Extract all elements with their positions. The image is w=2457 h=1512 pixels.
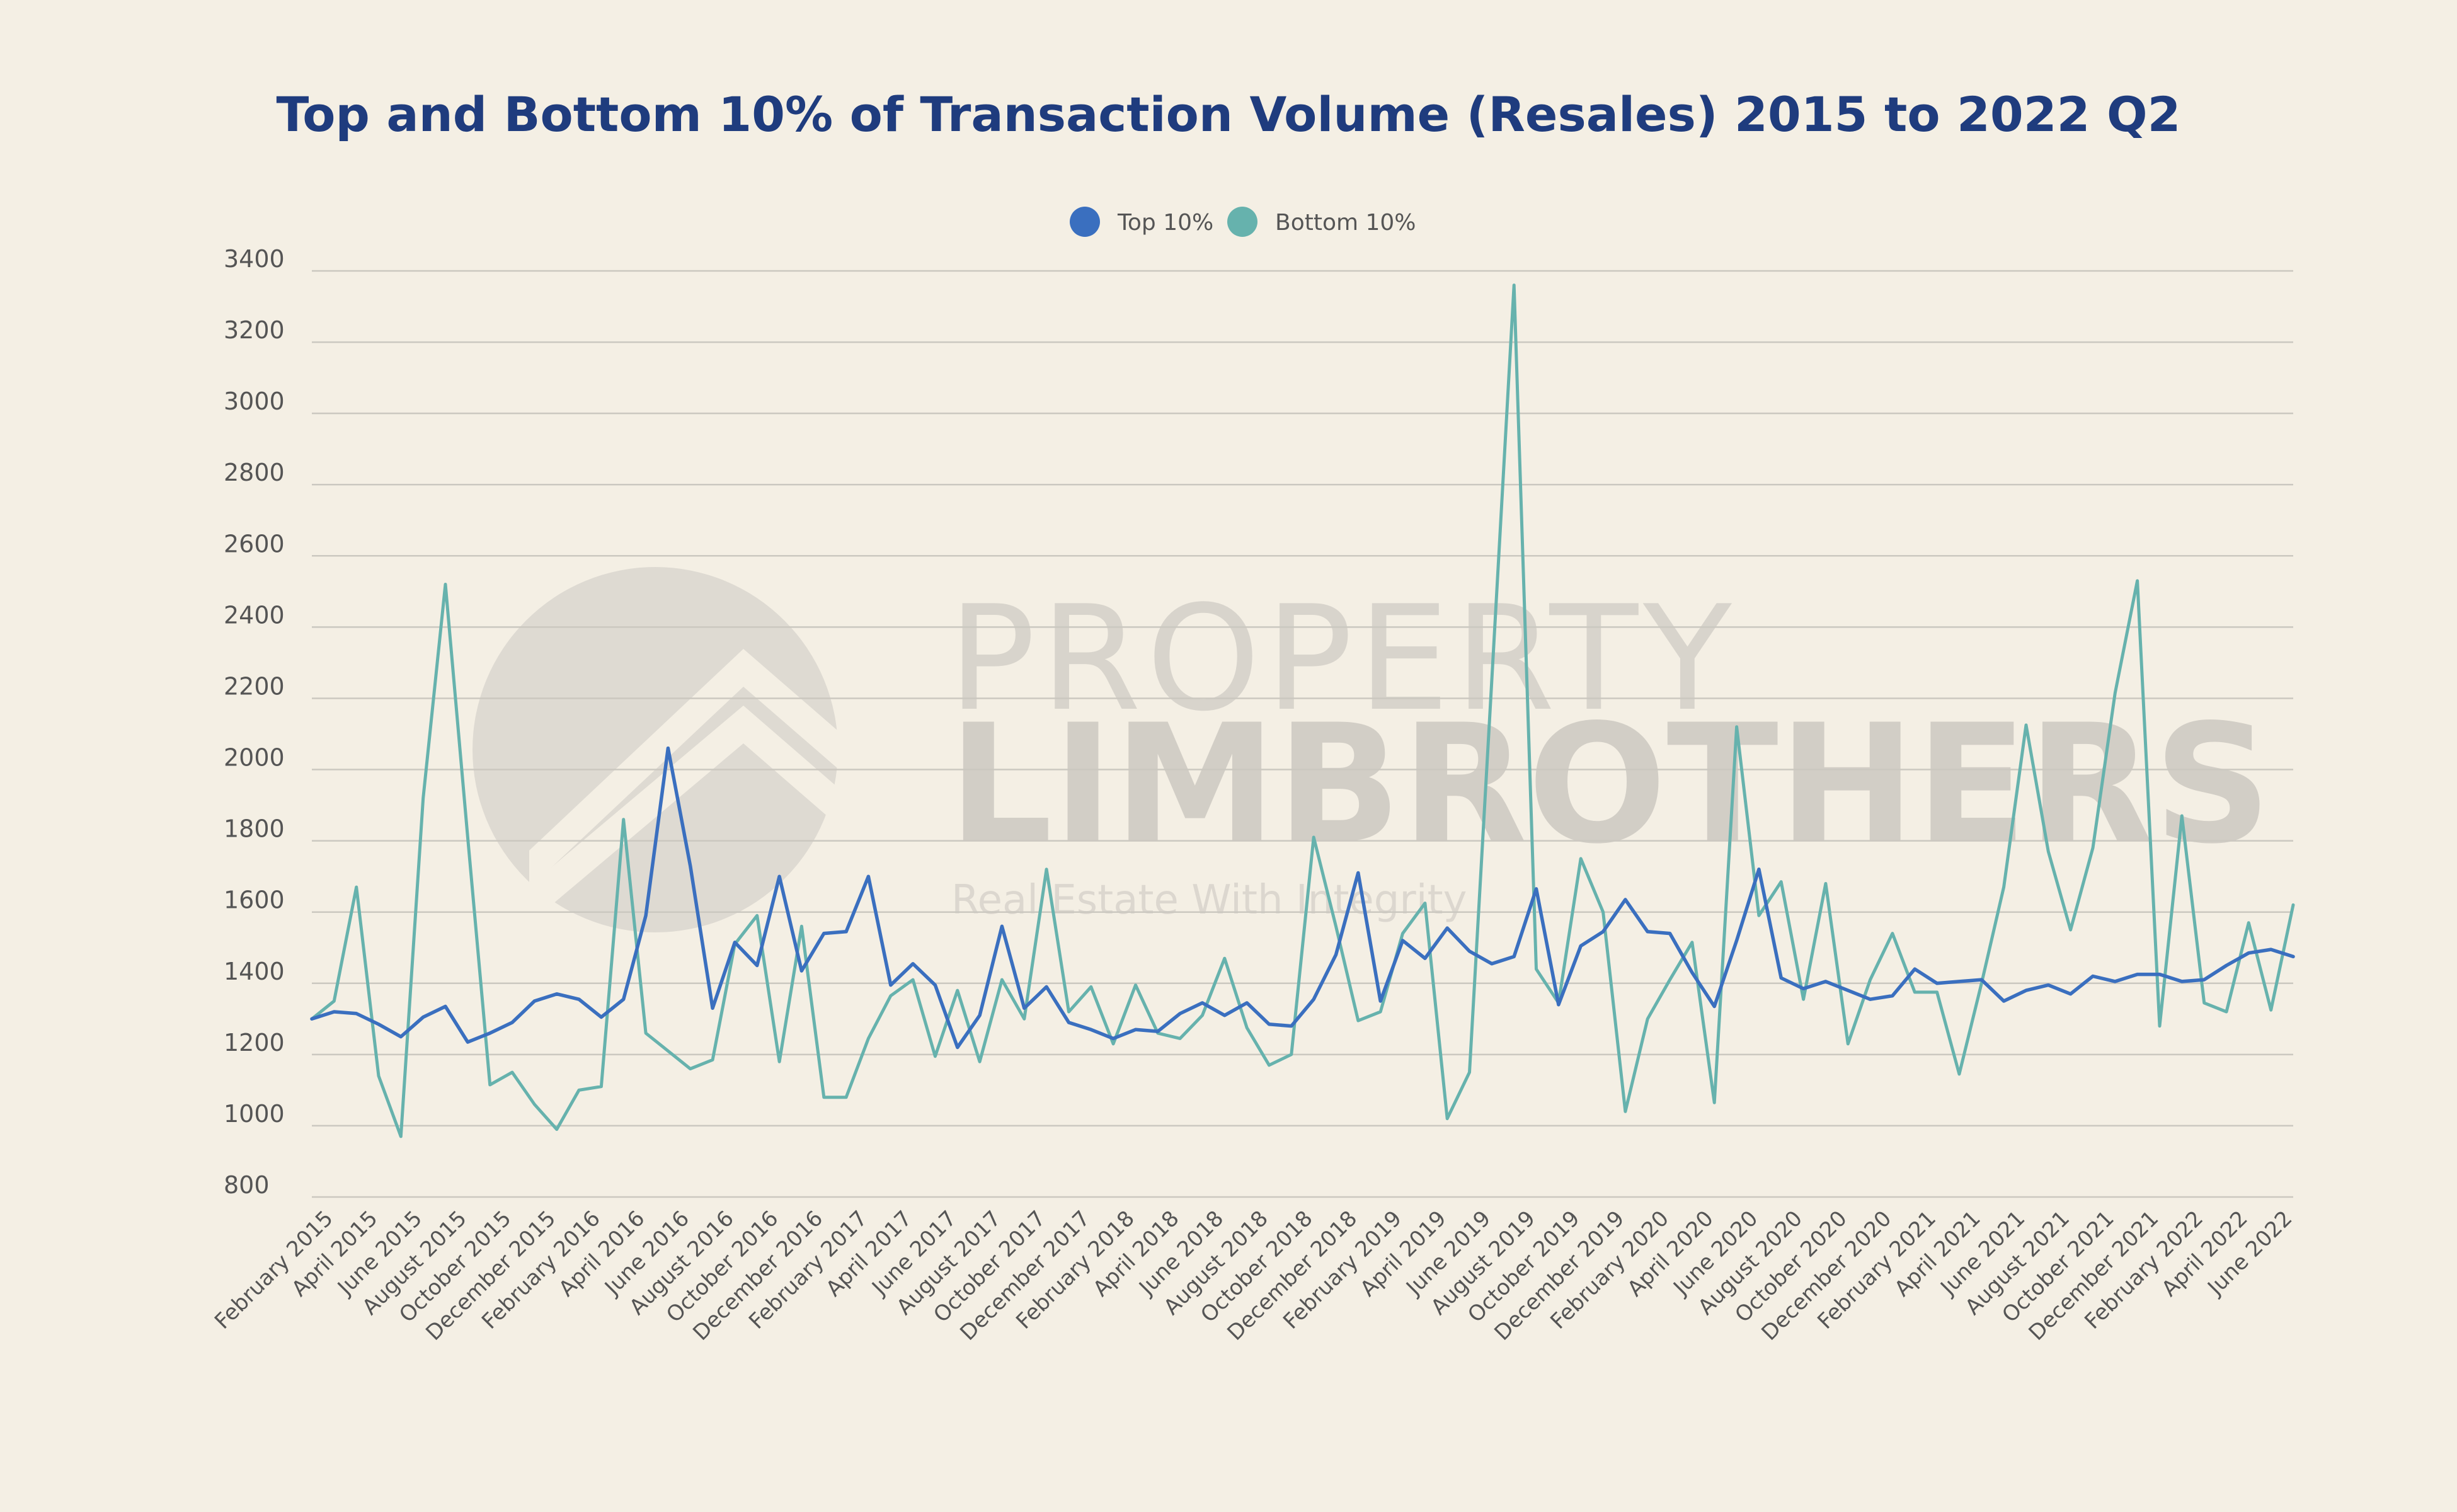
watermark-logo: PROPERTY LIMBROTHERS Real Estate With In… — [472, 567, 2272, 945]
watermark-text-property: PROPERTY — [948, 575, 1737, 743]
y-tick-label: 1800 — [224, 815, 285, 843]
y-tick-label: 1200 — [224, 1029, 285, 1057]
y-tick-label: 1000 — [224, 1100, 285, 1128]
y-tick-label: 2400 — [224, 601, 285, 629]
legend-item-bottom-10: Bottom 10% — [1227, 207, 1416, 237]
y-tick-label: 3200 — [224, 316, 285, 344]
legend-marker-icon — [1227, 207, 1257, 237]
watermark-text-limbrothers: LIMBROTHERS — [948, 690, 2272, 880]
y-tick-label: 1600 — [224, 886, 285, 914]
series-line-bottom-10 — [310, 284, 2295, 1138]
y-tick-label: 800 — [224, 1171, 270, 1199]
y-tick-label: 3400 — [224, 245, 285, 273]
y-tick-label: 1400 — [224, 958, 285, 985]
legend-marker-icon — [1070, 207, 1100, 237]
y-tick-label: 2600 — [224, 530, 285, 558]
y-tick-label: 2200 — [224, 672, 285, 700]
legend-item-top-10: Top 10% — [1070, 207, 1213, 237]
y-tick-label: 2000 — [224, 744, 285, 772]
y-axis-ticks: 800 1000 1200 1400 1600 1800 2000 2200 2400 2600 2… — [224, 245, 285, 1199]
chart-title: Top and Bottom 10% of Transaction Volume… — [277, 86, 2181, 142]
y-tick-label: 2800 — [224, 459, 285, 486]
grid-lines — [312, 270, 2293, 1198]
legend: Top 10% Bottom 10% — [1070, 207, 1416, 237]
series-lines — [310, 284, 2295, 1138]
legend-label: Top 10% — [1117, 210, 1213, 236]
series-line-top-10 — [310, 746, 2295, 1050]
y-tick-label: 3000 — [224, 387, 285, 415]
watermark-text-tagline: Real Estate With Integrity — [951, 877, 1467, 924]
legend-label: Bottom 10% — [1275, 210, 1416, 236]
